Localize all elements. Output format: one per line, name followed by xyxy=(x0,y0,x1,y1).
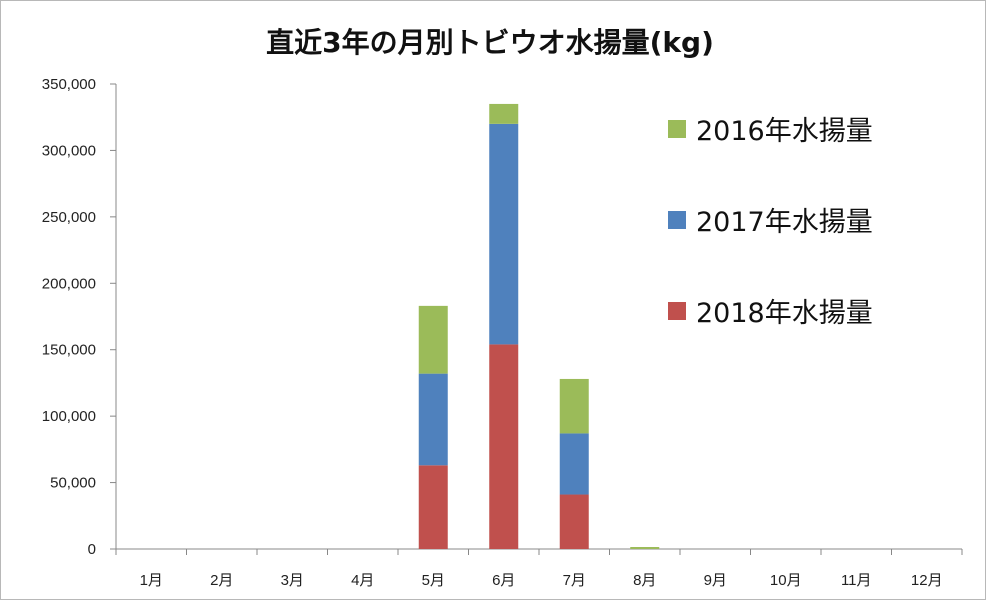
legend-swatch xyxy=(668,120,686,138)
y-tick-label: 350,000 xyxy=(42,76,96,93)
y-tick-label: 200,000 xyxy=(42,275,96,292)
bar-segment xyxy=(418,305,448,374)
x-tick-label: 12月 xyxy=(911,572,943,589)
bar-segment xyxy=(630,547,660,549)
bar-segment xyxy=(418,465,448,549)
x-tick-label: 4月 xyxy=(351,572,374,589)
legend: 2016年水揚量 2017年水揚量 2018年水揚量 xyxy=(668,116,873,329)
chart-title: 直近3年の月別トビウオ水揚量(kg) xyxy=(266,26,714,59)
y-tick-label: 100,000 xyxy=(42,408,96,425)
x-tick-label: 1月 xyxy=(140,572,163,589)
legend-swatch xyxy=(668,211,686,229)
bar-segment xyxy=(489,123,519,345)
y-tick-label: 300,000 xyxy=(42,142,96,159)
y-tick-label: 250,000 xyxy=(42,209,96,226)
x-tick-label: 10月 xyxy=(770,572,802,589)
legend-label: 2017年水揚量 xyxy=(696,207,873,238)
legend-label: 2018年水揚量 xyxy=(696,298,873,329)
x-tick-label: 11月 xyxy=(841,572,872,589)
bar-segment xyxy=(489,344,519,549)
x-tick-label: 9月 xyxy=(704,572,727,589)
bar-segment xyxy=(559,433,589,495)
y-tick-label: 150,000 xyxy=(42,342,96,359)
bar-segment xyxy=(559,494,589,549)
bars xyxy=(418,103,660,549)
x-tick-label: 6月 xyxy=(492,572,515,589)
y-tick-label: 0 xyxy=(88,541,96,558)
x-tick-label: 2月 xyxy=(210,572,233,589)
y-axis: 0 50,000 100,000 150,000 200,000 250,000 300,0… xyxy=(42,76,117,558)
legend-label: 2016年水揚量 xyxy=(696,116,873,147)
x-tick-label: 8月 xyxy=(633,572,656,589)
legend-swatch xyxy=(668,302,686,320)
bar-segment xyxy=(559,378,589,434)
y-tick-label: 50,000 xyxy=(50,475,96,492)
bar-segment xyxy=(418,373,448,466)
bar-segment xyxy=(489,103,519,124)
x-tick-label: 5月 xyxy=(422,572,445,589)
x-tick-label: 7月 xyxy=(563,572,586,589)
x-tick-label: 3月 xyxy=(281,572,304,589)
x-axis: 1月 2月 3月 4月 5月 6月 7月 8月 9月 10月 11月 12月 xyxy=(115,548,963,589)
